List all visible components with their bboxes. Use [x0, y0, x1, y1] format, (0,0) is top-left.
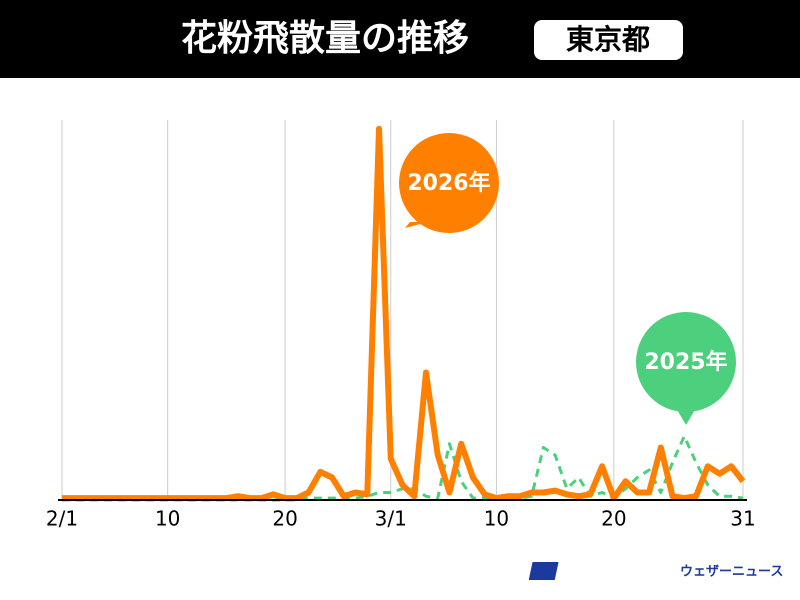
x-tick-label: 20: [272, 507, 297, 531]
legend-label: 2025年: [644, 349, 727, 375]
region-label: 東京都: [566, 23, 650, 56]
legend-tail: [676, 408, 696, 425]
legend-item: 2025年: [636, 312, 736, 425]
logo: ウェザーニュース: [528, 562, 783, 580]
x-tick-label: 20: [601, 507, 626, 531]
logo-text: ウェザーニュース: [680, 565, 783, 580]
x-tick-label: 3/1: [375, 507, 407, 531]
x-tick-label: 10: [484, 507, 509, 531]
region-box: [534, 20, 683, 60]
logo-mark: [528, 562, 559, 580]
chart-title: 花粉飛散量の推移: [181, 18, 469, 59]
x-tick-label: 2/1: [46, 507, 78, 531]
legend-balloon: [399, 133, 499, 233]
x-tick-label: 10: [155, 507, 180, 531]
legend-item: 2026年: [399, 133, 499, 233]
x-tick-label: 31: [730, 507, 755, 531]
legend-tail: [405, 222, 428, 228]
legend-balloon: [636, 312, 736, 412]
series-line: [62, 125, 746, 502]
legend-label: 2026年: [407, 170, 490, 196]
